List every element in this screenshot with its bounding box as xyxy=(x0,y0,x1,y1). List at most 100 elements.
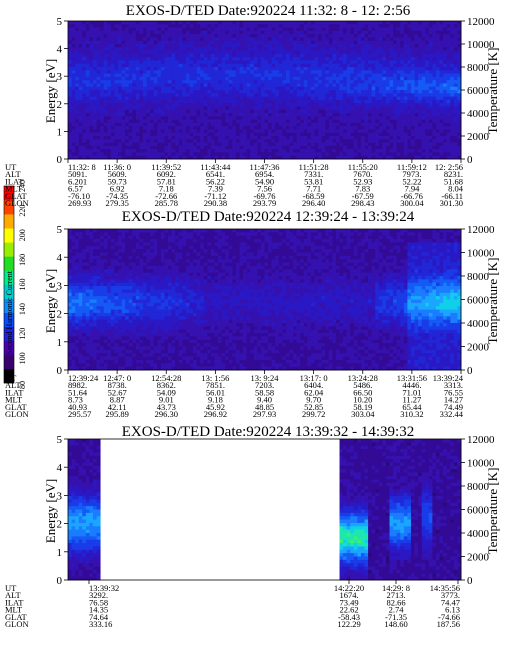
heatmap-cell xyxy=(318,57,323,61)
heatmap-cell xyxy=(278,96,283,101)
heatmap-cell xyxy=(250,145,255,150)
heatmap-cell xyxy=(389,24,394,28)
heatmap-cell xyxy=(368,126,373,130)
heatmap-cell xyxy=(153,80,158,84)
heatmap-cell xyxy=(400,126,405,130)
heatmap-cell xyxy=(432,126,437,130)
heatmap-cell xyxy=(353,21,358,25)
heatmap-cell xyxy=(421,149,426,153)
heatmap-cell xyxy=(160,139,165,143)
heatmap-cell xyxy=(425,136,430,140)
heatmap-cell xyxy=(235,40,240,45)
heatmap-cell xyxy=(210,93,215,97)
heatmap-cell xyxy=(264,76,269,81)
heatmap-cell xyxy=(93,103,97,107)
heatmap-cell xyxy=(396,106,401,111)
heatmap-cell xyxy=(71,152,76,157)
heatmap-cell xyxy=(171,113,176,117)
heatmap-cell xyxy=(232,90,237,94)
heatmap-cell xyxy=(421,122,426,127)
heatmap-cell xyxy=(453,86,458,91)
heatmap-cell xyxy=(100,99,105,104)
heatmap-cell xyxy=(235,21,240,25)
heatmap-cell xyxy=(68,57,72,61)
heatmap-cell xyxy=(68,289,72,294)
heatmap-cell xyxy=(207,129,212,134)
heatmap-cell xyxy=(100,21,105,25)
heatmap-cell xyxy=(457,83,462,88)
heatmap-cell xyxy=(357,83,362,88)
heatmap-cell xyxy=(68,90,72,94)
heatmap-cell xyxy=(450,60,455,65)
heatmap-cell xyxy=(307,103,312,107)
heatmap-cell xyxy=(285,139,290,143)
heatmap-cell xyxy=(157,129,162,134)
heatmap-cell xyxy=(200,70,205,74)
heatmap-cell xyxy=(368,122,373,127)
heatmap-cell xyxy=(196,136,201,140)
heatmap-cell xyxy=(382,93,387,97)
heatmap-cell xyxy=(78,50,83,55)
heatmap-cell xyxy=(293,60,298,65)
heatmap-cell xyxy=(157,53,162,58)
heatmap-cell xyxy=(425,47,430,51)
heatmap-cell xyxy=(389,113,394,117)
heatmap-cell xyxy=(250,34,255,38)
heatmap-cell xyxy=(246,145,251,150)
heatmap-cell xyxy=(207,27,212,32)
heatmap-cell xyxy=(282,70,287,74)
heatmap-cell xyxy=(146,109,151,114)
heatmap-cell xyxy=(418,109,423,114)
heatmap-cell xyxy=(78,319,83,324)
heatmap-cell xyxy=(200,126,205,130)
heatmap-cell xyxy=(171,90,176,94)
heatmap-cell xyxy=(410,93,415,97)
heatmap-cell xyxy=(414,76,419,81)
heatmap-cell xyxy=(418,90,423,94)
heatmap-cell xyxy=(332,70,337,74)
heatmap-cell xyxy=(89,136,94,140)
heatmap-cell xyxy=(121,155,126,160)
heatmap-cell xyxy=(303,76,308,81)
heatmap-cell xyxy=(71,96,76,101)
heatmap-cell xyxy=(171,63,176,68)
heatmap-cell xyxy=(200,24,205,28)
heatmap-cell xyxy=(171,109,176,114)
heatmap-cell xyxy=(339,53,344,58)
heatmap-cell xyxy=(178,24,183,28)
heatmap-cell xyxy=(85,73,90,78)
heatmap-cell xyxy=(75,235,80,240)
heatmap-cell xyxy=(418,80,423,84)
heatmap-cell xyxy=(150,76,155,81)
heatmap-cell xyxy=(360,155,365,160)
heatmap-cell xyxy=(235,73,240,78)
heatmap-cell xyxy=(396,57,401,61)
heatmap-cell xyxy=(71,113,76,117)
colorbar-tick-label: 180 xyxy=(18,254,27,266)
heatmap-cell xyxy=(421,126,426,130)
heatmap-cell xyxy=(403,152,408,157)
heatmap-cell xyxy=(150,96,155,101)
heatmap-cell xyxy=(218,73,223,78)
heatmap-cell xyxy=(200,122,205,127)
heatmap-cell xyxy=(385,139,390,143)
heatmap-cell xyxy=(457,116,462,120)
heatmap-cell xyxy=(271,83,276,88)
heatmap-cell xyxy=(432,122,437,127)
heatmap-cell xyxy=(318,119,323,124)
heatmap-cell xyxy=(68,132,72,137)
heatmap-cell xyxy=(168,24,173,28)
heatmap-cell xyxy=(225,34,230,38)
heatmap-cell xyxy=(382,47,387,51)
heatmap-cell xyxy=(385,136,390,140)
heatmap-cell xyxy=(214,80,219,84)
heatmap-cell xyxy=(393,90,398,94)
heatmap-cell xyxy=(400,83,405,88)
heatmap-cell xyxy=(193,67,198,71)
heatmap-cell xyxy=(364,96,369,101)
heatmap-cell xyxy=(335,149,340,153)
heatmap-cell xyxy=(446,80,451,84)
heatmap-cell xyxy=(196,116,201,120)
heatmap-cell xyxy=(428,57,433,61)
heatmap-cell xyxy=(439,139,444,143)
